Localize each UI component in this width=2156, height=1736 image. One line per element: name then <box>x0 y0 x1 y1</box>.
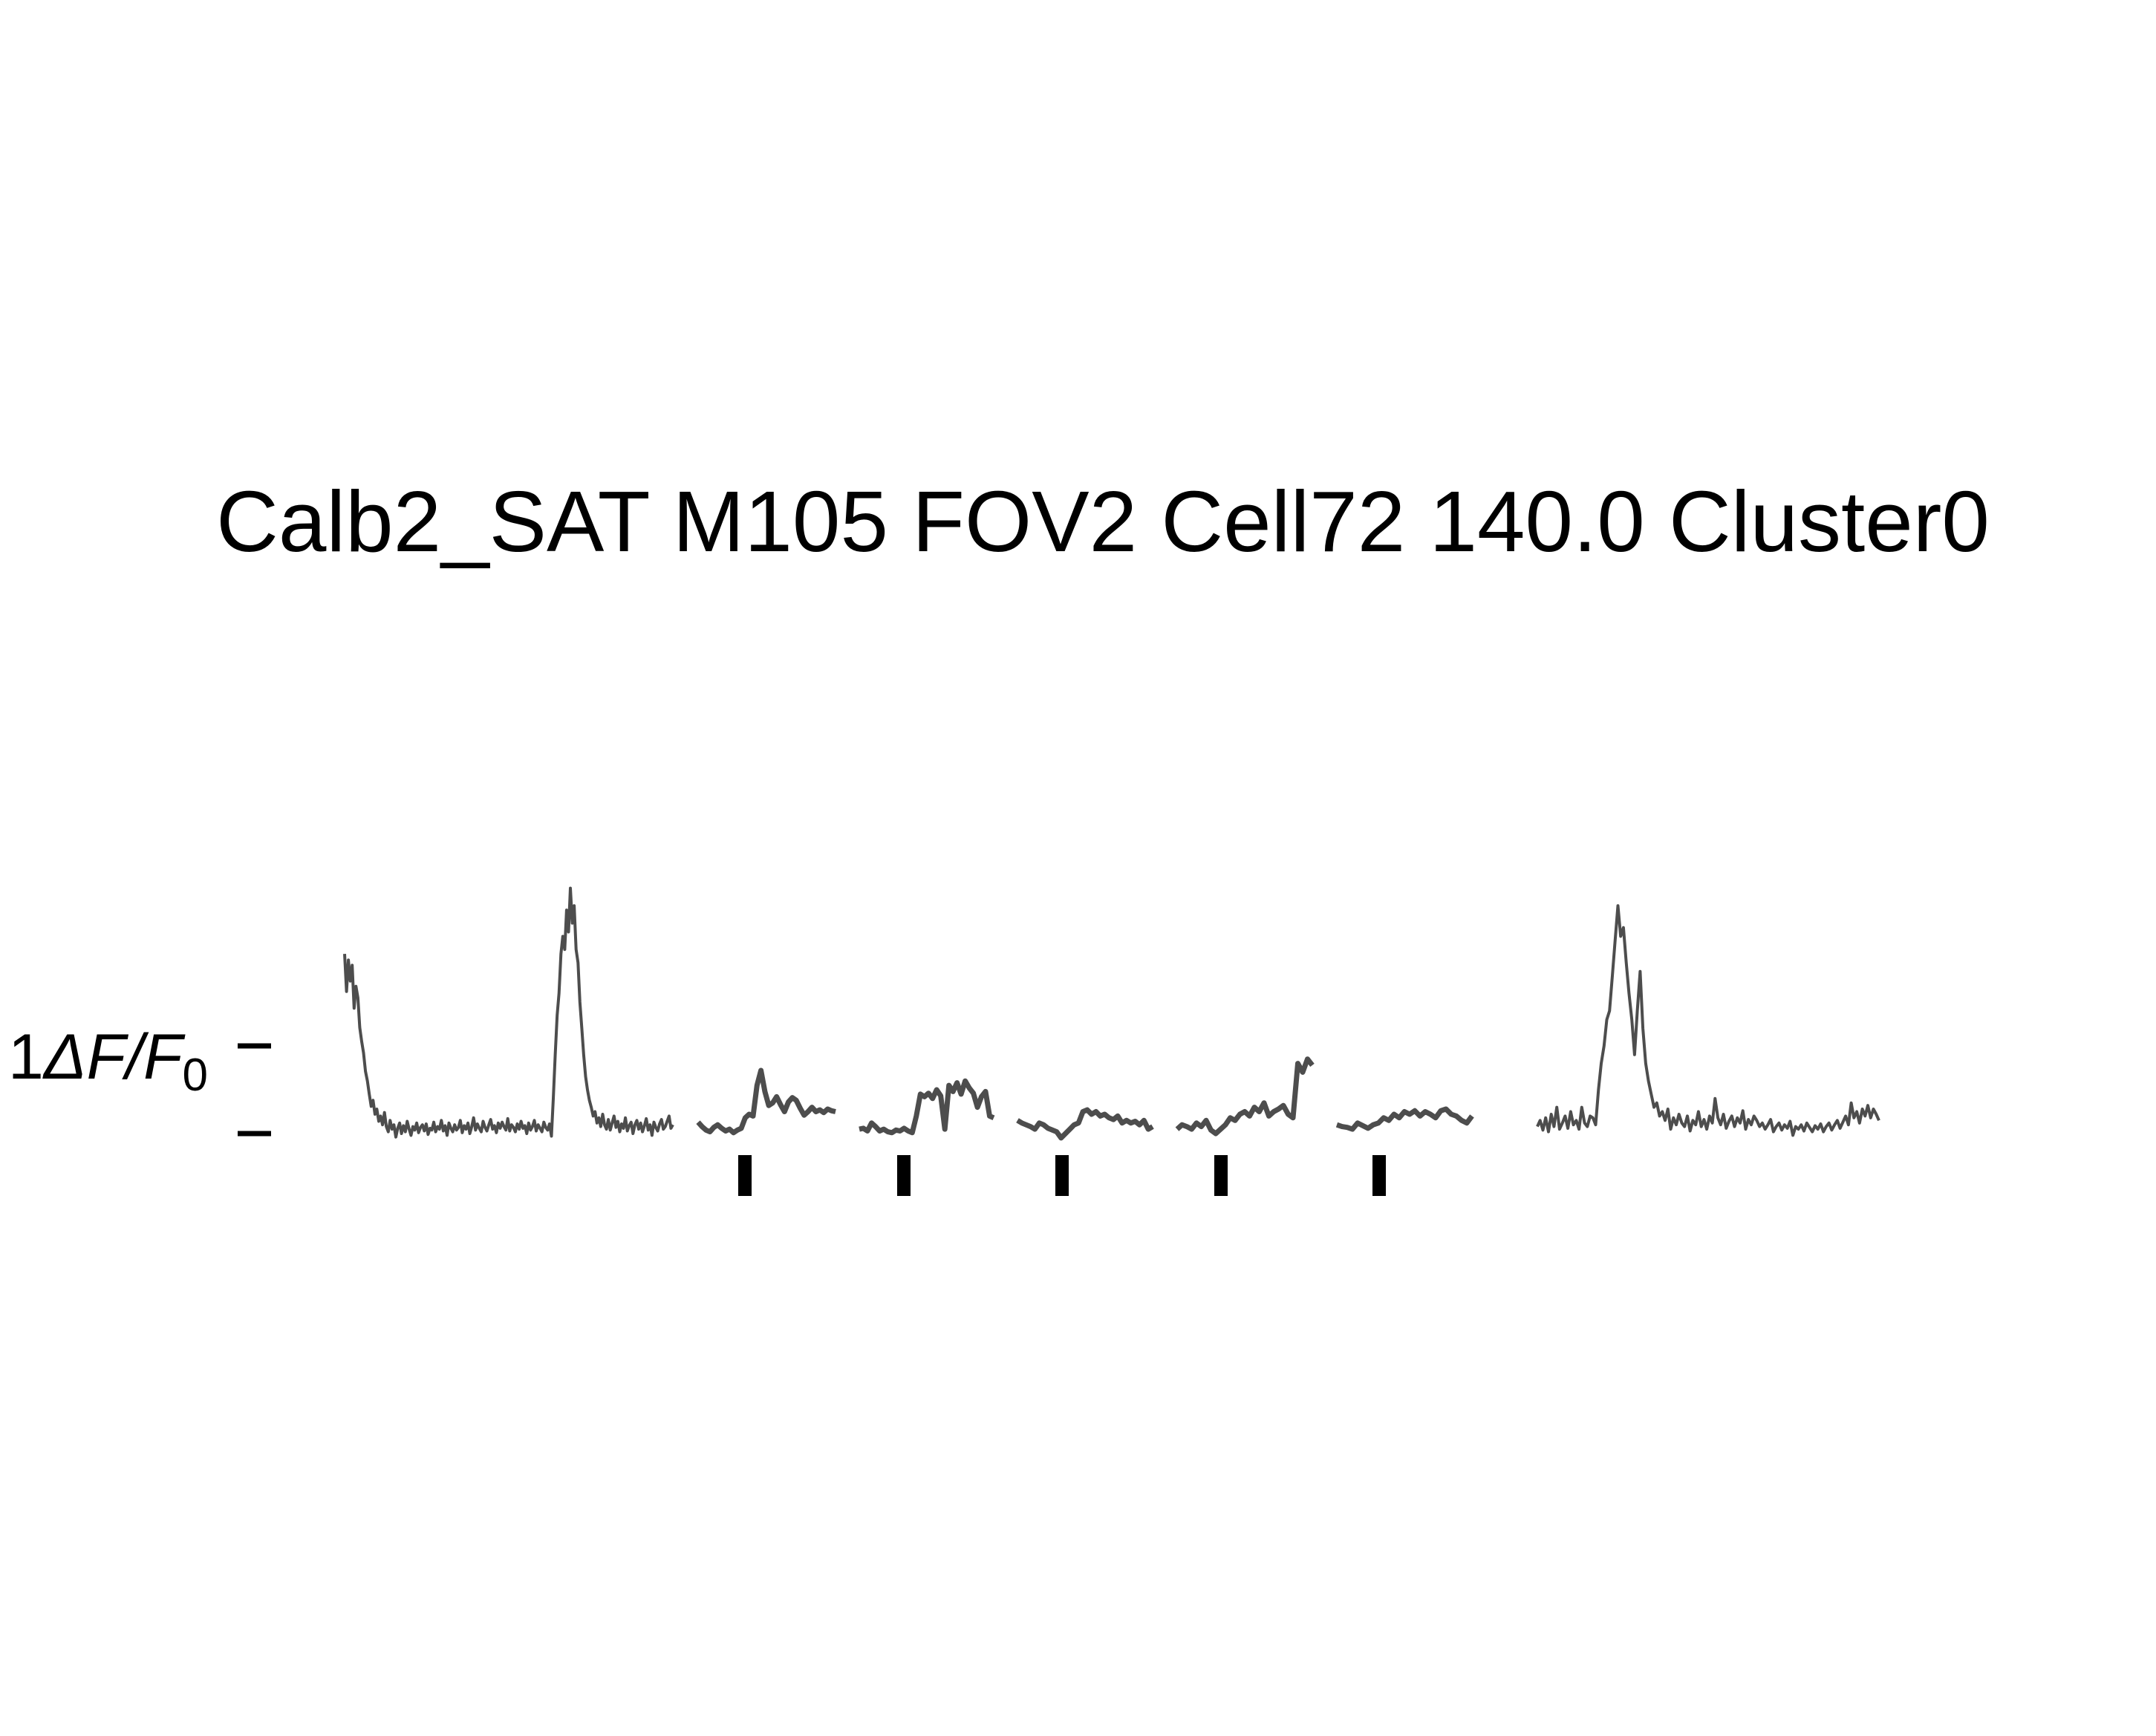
trace-trial-5 <box>1335 1106 1474 1132</box>
scale-bar-label-prefix: 1 <box>8 1021 44 1093</box>
trace-baseline-pre <box>343 886 674 1139</box>
trace-trial-3 <box>1016 1107 1154 1141</box>
stimulus-marker-1 <box>738 1155 752 1196</box>
trace-baseline-post <box>1536 904 1880 1137</box>
scale-bar: 1ΔF/F0 <box>8 1021 271 1137</box>
trace-trial-2 <box>859 1078 995 1136</box>
stimulus-marker-4 <box>1214 1155 1228 1196</box>
trace-trial-1 <box>696 1067 836 1136</box>
scale-bar-label-main: ΔF/F <box>42 1021 186 1093</box>
stimulus-marker-3 <box>1055 1155 1069 1196</box>
stimulus-marker-2 <box>897 1155 911 1196</box>
stimulus-marker-group <box>738 1155 1386 1196</box>
stimulus-marker-5 <box>1372 1155 1386 1196</box>
scale-bar-label-subscript: 0 <box>183 1050 208 1101</box>
trace-group <box>343 886 1880 1141</box>
chart-title: Calb2_SAT M105 FOV2 Cell72 140.0 Cluster… <box>216 473 1990 570</box>
trace-trial-4 <box>1175 1056 1315 1137</box>
scale-bar-label: 1ΔF/F0 <box>8 1021 208 1101</box>
scale-bar-ticks <box>238 1043 271 1137</box>
